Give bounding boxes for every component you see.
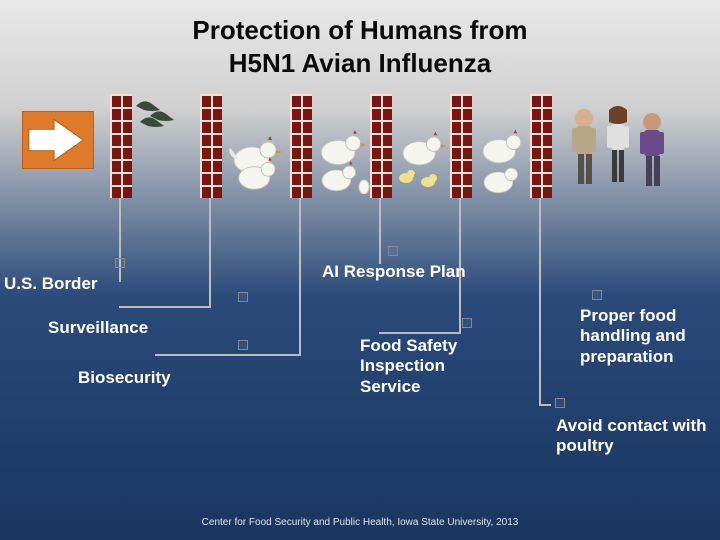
bullet-icon — [592, 290, 602, 300]
bullet-icon — [115, 258, 125, 268]
leader-line — [299, 198, 301, 356]
brick-wall — [450, 94, 472, 198]
brick-wall — [200, 94, 222, 198]
brick-wall — [370, 94, 392, 198]
slide-title: Protection of Humans fromH5N1 Avian Infl… — [0, 14, 720, 79]
label-food-safety: Food Safety Inspection Service — [360, 336, 510, 397]
ai-arrow-badge: A.I. — [22, 111, 94, 169]
bullet-icon — [555, 398, 565, 408]
chicken-icon — [476, 156, 524, 196]
chick-icon — [398, 168, 416, 184]
label-proper-food: Proper food handling and preparation — [580, 306, 720, 367]
leader-line — [539, 198, 541, 406]
ai-arrow-label: A.I. — [33, 130, 59, 150]
bullet-icon — [238, 340, 248, 350]
leader-line — [379, 198, 381, 264]
leader-line — [209, 198, 211, 308]
leader-line — [119, 306, 211, 308]
brick-wall — [530, 94, 552, 198]
label-surveillance: Surveillance — [48, 318, 208, 338]
bullet-icon — [238, 292, 248, 302]
label-biosecurity: Biosecurity — [78, 368, 238, 388]
egg-icon — [358, 178, 370, 194]
slide: Protection of Humans fromH5N1 Avian Infl… — [0, 0, 720, 540]
chicken-icon — [230, 150, 282, 192]
chick-icon — [420, 172, 438, 188]
brick-wall — [290, 94, 312, 198]
footer-attribution: Center for Food Security and Public Heal… — [0, 517, 720, 528]
label-us-border: U.S. Border — [4, 274, 134, 294]
chicken-icon — [314, 154, 362, 194]
brick-wall — [110, 94, 132, 198]
leader-line — [379, 332, 461, 334]
wild-birds-icon — [130, 96, 190, 136]
people-icon — [560, 104, 680, 198]
bullet-icon — [388, 246, 398, 256]
label-avoid-contact: Avoid contact with poultry — [556, 416, 716, 457]
label-ai-response: AI Response Plan — [322, 262, 472, 282]
leader-line — [155, 354, 301, 356]
bullet-icon — [462, 318, 472, 328]
chicken-icon — [394, 124, 448, 168]
leader-line — [119, 198, 121, 282]
leader-line — [539, 404, 551, 406]
